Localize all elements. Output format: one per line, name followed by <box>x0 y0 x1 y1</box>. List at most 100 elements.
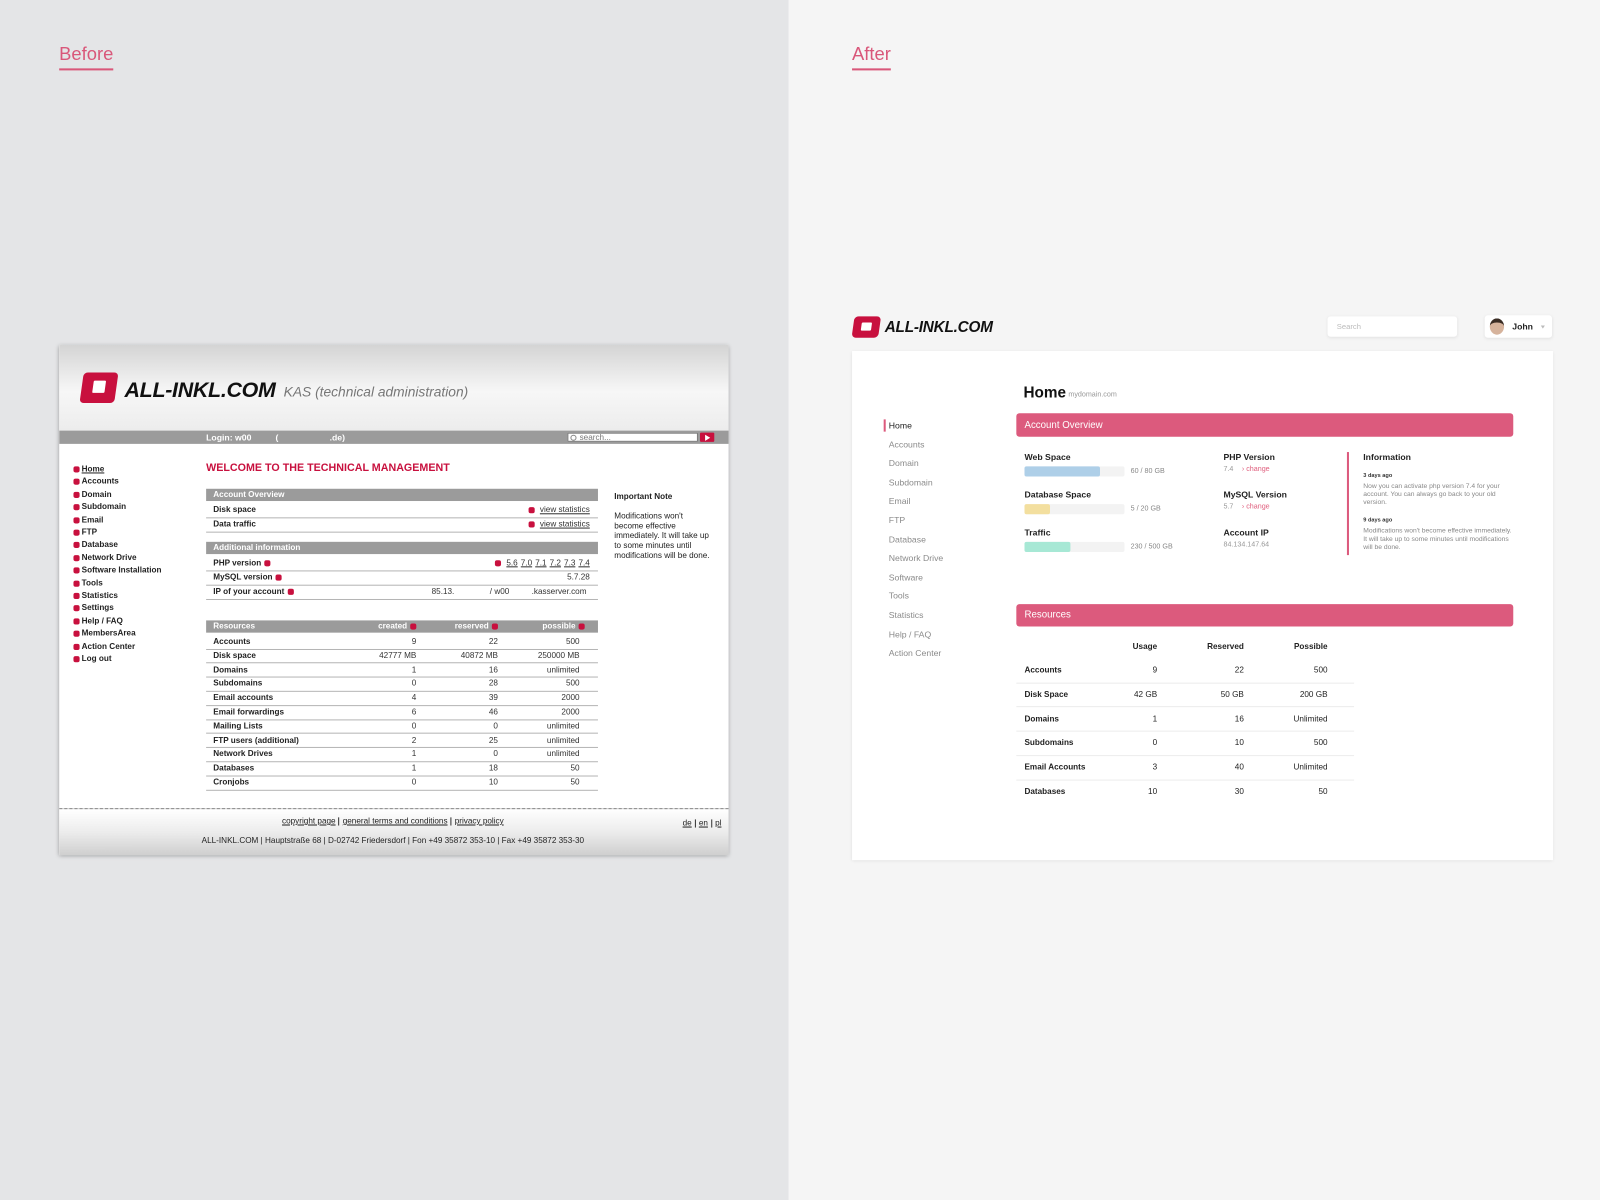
language-link[interactable]: de <box>682 818 692 828</box>
column-title[interactable]: possible <box>542 621 576 631</box>
row-value: 1 <box>1152 713 1158 724</box>
nav-item[interactable]: Statistics <box>888 609 924 621</box>
change-link[interactable]: › change <box>1241 503 1270 511</box>
php-version-link[interactable]: 7.0 <box>520 558 533 568</box>
nav-item[interactable]: Action Center <box>888 647 942 659</box>
search-input[interactable]: search... <box>567 433 698 442</box>
stat-link: view statistics <box>528 505 590 515</box>
row-value: 5.7.28 <box>567 572 590 582</box>
search-arrow <box>705 434 711 441</box>
nav-item[interactable]: Accounts <box>888 439 925 450</box>
row-value: unlimited <box>546 749 580 759</box>
login-text: Login: w00 <box>206 431 252 443</box>
nav-icon <box>73 605 80 612</box>
nav-item[interactable]: Home <box>888 420 912 431</box>
nav-icon <box>73 504 80 511</box>
nav-item[interactable]: Home <box>81 464 105 474</box>
row-value: 9 <box>411 636 417 646</box>
user-menu[interactable]: John <box>1484 315 1553 338</box>
row-value: .kasserver.com <box>531 586 587 596</box>
row-line <box>206 584 598 586</box>
nav-icon <box>73 567 80 574</box>
logo-icon <box>79 372 119 404</box>
nav-item[interactable]: Database <box>81 540 118 550</box>
nav-item[interactable]: Help / FAQ <box>888 628 932 640</box>
nav-item[interactable]: Software <box>888 571 924 583</box>
nav-item[interactable]: FTP <box>888 515 906 526</box>
nav-item[interactable]: Log out <box>81 654 112 664</box>
nav-item[interactable]: Network Drive <box>81 552 137 563</box>
nav-item[interactable]: Domain <box>888 458 919 469</box>
php-version-link[interactable]: 7.3 <box>564 558 576 568</box>
nav-item[interactable]: Domain <box>81 489 112 499</box>
view-statistics-link[interactable]: view statistics <box>539 505 590 515</box>
nav-item[interactable]: Action Center <box>81 641 136 651</box>
nav-item[interactable]: Email <box>888 496 911 507</box>
row-label: MySQL version <box>213 572 273 582</box>
row-value: 16 <box>1234 713 1244 724</box>
php-version-link[interactable]: 7.1 <box>535 558 547 568</box>
nav-item[interactable]: MembersArea <box>81 628 136 638</box>
language-link[interactable]: pl <box>715 818 722 828</box>
section-title: Resources <box>1024 609 1071 621</box>
nav-item[interactable]: Software Installation <box>81 565 162 575</box>
row-value: 30 <box>1234 786 1244 796</box>
search-placeholder: Search <box>1336 321 1361 331</box>
row-value: 0 <box>1152 738 1158 748</box>
section-title: Additional information <box>213 542 301 553</box>
row-line <box>206 718 598 720</box>
php-version-link[interactable]: 7.2 <box>549 558 561 568</box>
nav-item[interactable]: Tools <box>81 578 103 588</box>
nav-item[interactable]: FTP <box>81 527 98 537</box>
column-title[interactable]: created <box>378 621 408 631</box>
search-input[interactable]: Search <box>1327 316 1458 337</box>
row-label: Domains <box>213 664 248 675</box>
nav-item[interactable]: Database <box>888 534 926 545</box>
nav-item[interactable]: Subdomain <box>81 502 127 512</box>
nav-item[interactable]: Tools <box>888 590 910 602</box>
nav-icon <box>73 466 80 473</box>
nav-icon <box>73 478 80 486</box>
nav-item[interactable]: Statistics <box>81 590 118 600</box>
row-value: 1 <box>411 763 417 773</box>
stat-value: 5.7 <box>1223 503 1234 511</box>
section-title: Resources <box>213 621 256 631</box>
row-value: 0 <box>411 721 417 731</box>
meter-label: Database Space <box>1024 489 1092 500</box>
view-statistics-link[interactable]: view statistics <box>539 519 590 529</box>
stat-label: MySQL Version <box>1223 489 1287 500</box>
nav-item[interactable]: Settings <box>81 603 114 613</box>
row-value: 200 GB <box>1299 689 1328 699</box>
row-line <box>1016 779 1355 781</box>
row-label: Accounts <box>213 636 251 646</box>
bullet-icon <box>275 574 282 581</box>
language-link[interactable]: en <box>698 818 708 828</box>
footer-link[interactable]: privacy policy <box>454 816 504 826</box>
row-value: 0 <box>411 777 417 787</box>
footer-link[interactable]: general terms and conditions <box>342 816 448 826</box>
avatar <box>1489 318 1505 335</box>
search-button[interactable] <box>699 432 715 442</box>
php-version-link[interactable]: 5.6 <box>506 558 518 568</box>
bullet-icon <box>528 507 535 514</box>
page-heading: WELCOME TO THE TECHNICAL MANAGEMENT <box>206 461 450 475</box>
row-value: 0 <box>493 749 498 759</box>
bullet-icon <box>410 623 417 630</box>
row-value: 46 <box>488 707 498 717</box>
column-title[interactable]: reserved <box>454 621 489 631</box>
nav-item[interactable]: Help / FAQ <box>81 616 123 626</box>
footer-link[interactable]: copyright page <box>282 816 336 826</box>
section-bar <box>1016 604 1514 627</box>
footer <box>59 808 729 856</box>
change-link[interactable]: › change <box>1241 465 1270 473</box>
header <box>59 344 729 431</box>
row-line <box>1016 706 1355 708</box>
nav-item[interactable]: Email <box>81 514 104 525</box>
nav-item[interactable]: Accounts <box>81 476 119 487</box>
php-version-link[interactable]: 7.4 <box>578 558 590 568</box>
nav-item[interactable]: Subdomain <box>888 477 933 488</box>
section-label: Before <box>59 43 114 65</box>
bullet-icon <box>491 623 498 630</box>
column-header: reserved <box>455 622 498 630</box>
nav-item[interactable]: Network Drive <box>888 552 944 564</box>
